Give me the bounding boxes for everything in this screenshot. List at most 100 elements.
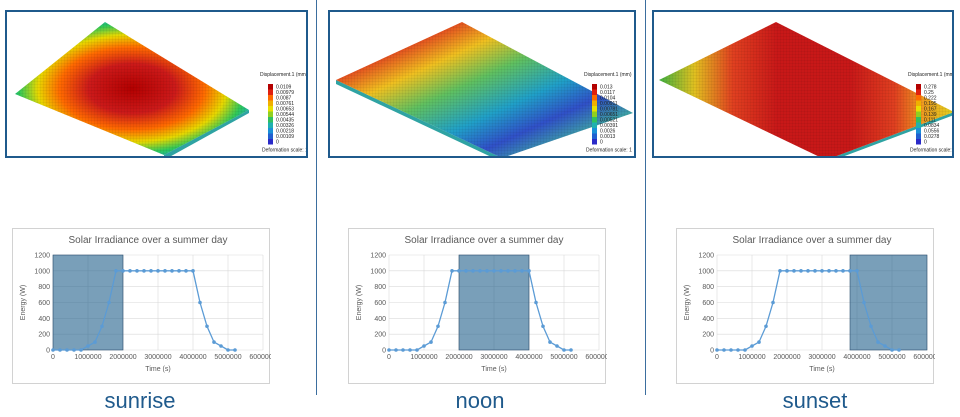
data-point [191, 269, 195, 273]
legend-value: 0.00651 [600, 112, 618, 118]
data-point [855, 269, 859, 273]
y-tick-label: 200 [38, 332, 50, 339]
legend-swatch [592, 100, 597, 106]
legend-value: 0.139 [924, 112, 937, 118]
data-point [450, 269, 454, 273]
x-tick-label: 2000000 [445, 354, 472, 361]
divider-right [645, 0, 646, 395]
legend-swatch [916, 100, 921, 106]
legend-value: 0.0556 [924, 129, 940, 135]
sim-svg-0: Displacement.1 (mm)0.01090.009790.00870.… [15, 22, 306, 156]
legend-swatch [268, 111, 273, 117]
y-tick-label: 600 [702, 300, 714, 307]
deformation-scale: Deformation scale: 1 [910, 148, 954, 154]
data-point [890, 348, 894, 352]
x-axis-title: Time (s) [145, 366, 170, 373]
panel-label-sunset: sunset [782, 388, 848, 413]
legend-value: 0.0278 [924, 134, 940, 140]
data-point [869, 324, 873, 329]
data-point [233, 348, 237, 352]
legend-swatch [916, 95, 921, 101]
data-point [813, 269, 817, 273]
data-point [562, 348, 566, 352]
data-point [848, 269, 852, 273]
plate-mesh [15, 22, 249, 155]
data-point [492, 269, 496, 273]
simulation-image-sunset: Displacement.1 (mm) 0.278 0.25 0.222 0.195 0.… [652, 10, 954, 158]
x-tick-label: 3000000 [808, 354, 835, 361]
y-tick-label: 1000 [698, 268, 714, 275]
y-tick-label: 0 [46, 348, 50, 355]
legend-swatch [916, 139, 921, 145]
data-point [457, 269, 461, 273]
y-tick-label: 1000 [370, 268, 386, 275]
data-point [387, 348, 391, 352]
y-tick-label: 800 [38, 284, 50, 291]
x-tick-label: 4000000 [515, 354, 542, 361]
y-tick-label: 1200 [370, 253, 386, 260]
y-axis-title: Energy (W) [356, 285, 363, 320]
y-tick-label: 1200 [698, 253, 714, 260]
data-point [219, 344, 223, 348]
data-point [841, 269, 845, 273]
x-tick-label: 4000000 [843, 354, 870, 361]
data-point [527, 269, 531, 273]
x-tick-label: 0 [387, 354, 391, 361]
data-point [156, 269, 160, 273]
data-point [792, 269, 796, 273]
legend-value: 0.00326 [276, 123, 294, 129]
data-point [149, 269, 153, 273]
data-point [464, 269, 468, 273]
data-point [72, 348, 76, 352]
data-point [142, 269, 146, 273]
x-tick-label: 5000000 [878, 354, 905, 361]
irradiance-chart-sunrise: Solar Irradiance over a summer day 0 200 40… [12, 228, 271, 384]
legend-value: 0.00761 [276, 101, 294, 107]
data-point [170, 269, 174, 273]
data-point [429, 340, 433, 344]
legend-value: 0.00544 [276, 112, 294, 118]
legend-value: 0.00218 [276, 129, 294, 135]
chart-svg-1: Solar Irradiance over a summer day 0 200 40… [356, 235, 607, 373]
legend-swatch [268, 84, 273, 90]
x-tick-label: 6000000 [249, 354, 271, 361]
legend-swatch [268, 95, 273, 101]
data-point [394, 348, 398, 352]
data-point [198, 300, 202, 305]
data-point [163, 269, 167, 273]
data-point [121, 269, 125, 273]
legend-title: Displacement.1 (mm) [584, 72, 632, 78]
x-tick-label: 6000000 [585, 354, 607, 361]
y-tick-label: 0 [382, 348, 386, 355]
legend-swatch [916, 111, 921, 117]
x-tick-label: 2000000 [109, 354, 136, 361]
legend-swatch [916, 89, 921, 95]
data-point [177, 269, 181, 273]
chart-title: Solar Irradiance over a summer day [405, 235, 564, 246]
data-point [534, 300, 538, 305]
sim-svg-1: Displacement.1 (mm)0.0130.01170.01040.00… [336, 22, 633, 156]
legend-title: Displacement.1 (mm) [908, 72, 954, 78]
data-point [415, 348, 419, 352]
panel-label-sunrise: sunrise [104, 388, 176, 413]
legend-swatch [592, 122, 597, 128]
irradiance-chart-sunset: Solar Irradiance over a summer day 0 200 40… [676, 228, 935, 384]
plate-edge [164, 110, 249, 156]
data-point [520, 269, 524, 273]
x-tick-label: 1000000 [74, 354, 101, 361]
y-tick-label: 800 [702, 284, 714, 291]
data-point [79, 348, 83, 352]
panel-label-noon: noon [455, 388, 505, 413]
chart-title: Solar Irradiance over a summer day [733, 235, 892, 246]
legend-swatch [916, 84, 921, 90]
legend-swatch [592, 111, 597, 117]
legend-value: 0 [924, 140, 927, 146]
data-point [834, 269, 838, 273]
data-point [541, 324, 545, 329]
y-tick-label: 1000 [34, 268, 50, 275]
legend-swatch [592, 84, 597, 90]
data-point [100, 324, 104, 329]
y-tick-label: 600 [38, 300, 50, 307]
data-point [513, 269, 517, 273]
y-tick-label: 800 [374, 284, 386, 291]
